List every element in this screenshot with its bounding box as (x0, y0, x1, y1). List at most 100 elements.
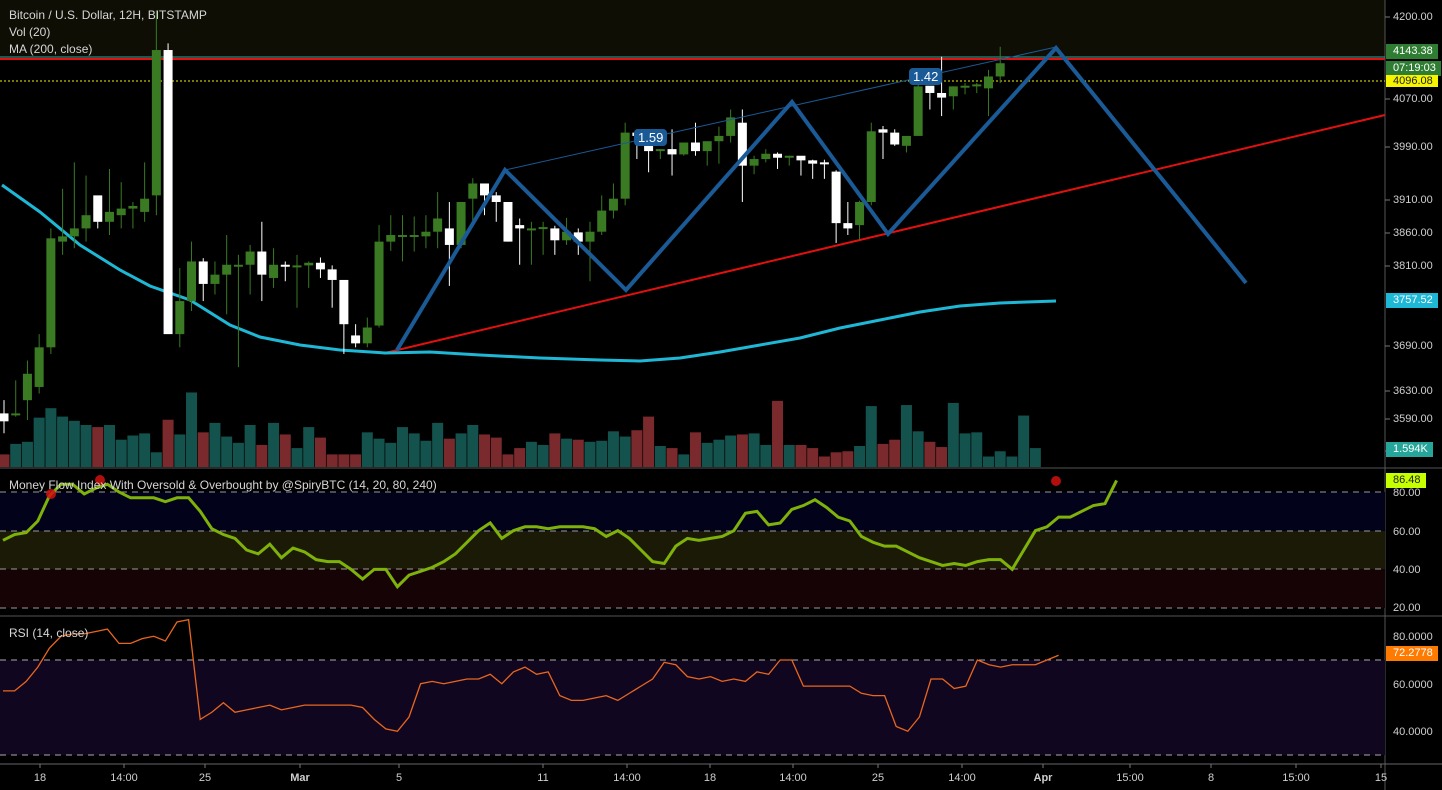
volume-bar (596, 440, 608, 467)
candle-body (351, 335, 361, 344)
volume-bar (854, 446, 866, 467)
volume-bar (396, 427, 408, 467)
volume-bar (162, 419, 174, 467)
volume-bar (0, 454, 10, 467)
volume-bar (338, 454, 350, 467)
candle-body (573, 232, 583, 242)
mfi-overbought-zone (0, 492, 1385, 531)
volume-bar (1018, 415, 1030, 467)
candle-body (163, 50, 173, 335)
candle-body (187, 261, 197, 302)
volume-bar (455, 433, 467, 467)
candle-body (468, 183, 478, 199)
candle-body (784, 155, 794, 158)
candle-body (702, 141, 712, 152)
ascending-trendline (384, 114, 1386, 354)
ma-indicator-label[interactable]: MA (200, close) (9, 42, 93, 56)
candle-body (878, 129, 888, 133)
candle-body (503, 201, 513, 242)
rsi-legend: RSI (14, close) (9, 625, 88, 642)
time-tick: 14:00 (110, 772, 138, 784)
overbought-signal-dot (95, 475, 105, 485)
candle-body (655, 149, 665, 152)
candle-body (433, 218, 443, 232)
overbought-signal-dot (46, 489, 56, 499)
time-tick: Mar (290, 772, 310, 784)
rsi-indicator-label[interactable]: RSI (14, close) (9, 626, 89, 640)
volume-bar (385, 442, 397, 467)
volume-bar (631, 430, 643, 467)
volume-bar (994, 451, 1006, 467)
volume-bar (795, 444, 807, 467)
candle-body (409, 235, 419, 238)
candle-body (140, 198, 150, 212)
volume-bar (818, 456, 830, 467)
price-tick: 4200.00 (1393, 11, 1433, 23)
mfi-value-badge: 86.48 (1386, 473, 1426, 488)
volume-bar (197, 432, 209, 467)
candle-body (22, 373, 32, 401)
volume-bar (678, 454, 690, 467)
main-legend: Bitcoin / U.S. Dollar, 12H, BITSTAMP Vol… (9, 7, 207, 58)
volume-bar (479, 434, 491, 467)
candle-body (315, 262, 325, 270)
candle-body (245, 251, 255, 265)
candle-body (679, 142, 689, 155)
time-tick: 14:00 (613, 772, 641, 784)
volume-bar (103, 425, 115, 467)
price-tick: 3910.00 (1393, 194, 1433, 206)
volume-bar (303, 427, 315, 467)
volume-bar (514, 448, 526, 467)
volume-bar (900, 405, 912, 467)
volume-bar (186, 392, 198, 467)
volume-bar (549, 433, 561, 467)
time-tick: 18 (703, 772, 717, 784)
candle-body (948, 86, 958, 97)
symbol-title[interactable]: Bitcoin / U.S. Dollar, 12H, BITSTAMP (9, 8, 207, 22)
candle-body (58, 236, 68, 242)
time-tick: 15:00 (1282, 772, 1310, 784)
candle-body (597, 210, 607, 232)
mfi-indicator-label[interactable]: Money Flow Index With Oversold & Overbou… (9, 478, 437, 492)
price-tick: 3810.00 (1393, 260, 1433, 272)
candle-body (198, 261, 208, 284)
volume-bar (150, 452, 162, 467)
volume-bar (33, 417, 45, 467)
candle-body (843, 223, 853, 229)
candle-body (562, 231, 572, 241)
mfi-line (2, 479, 1118, 590)
volume-bar (643, 416, 655, 467)
volume-bar (1029, 448, 1041, 467)
candle-body (327, 269, 337, 280)
time-tick: 14:00 (948, 772, 976, 784)
resistance-price-badge: 4143.38 (1386, 44, 1438, 59)
fib-ratio-label[interactable]: 1.59 (634, 129, 668, 146)
candle-body (480, 183, 490, 196)
volume-bar (291, 448, 303, 467)
volume-bar (607, 431, 619, 467)
candle-body (233, 264, 243, 267)
fib-ratio-label[interactable]: 1.42 (909, 68, 943, 85)
candle-body (737, 122, 747, 166)
candle-body (210, 274, 220, 284)
candle-body (34, 347, 44, 387)
volume-bar (924, 441, 936, 467)
volume-bar (865, 406, 877, 467)
candle-body (690, 142, 700, 152)
volume-bar (889, 439, 901, 467)
volume-bar (115, 439, 127, 467)
candle-body (620, 132, 630, 199)
volume-bar (10, 443, 22, 467)
ma-value-badge: 3757.52 (1386, 293, 1438, 308)
candle-body (983, 76, 993, 89)
overbought-signal-dot (1051, 476, 1061, 486)
volume-indicator-label[interactable]: Vol (20) (9, 25, 51, 39)
candle-body (890, 132, 900, 145)
volume-bar (783, 444, 795, 467)
volume-bar (654, 446, 666, 467)
volume-bar (174, 434, 186, 467)
volume-bar (713, 439, 725, 467)
candle-body (808, 160, 818, 164)
candle-body (526, 228, 536, 231)
